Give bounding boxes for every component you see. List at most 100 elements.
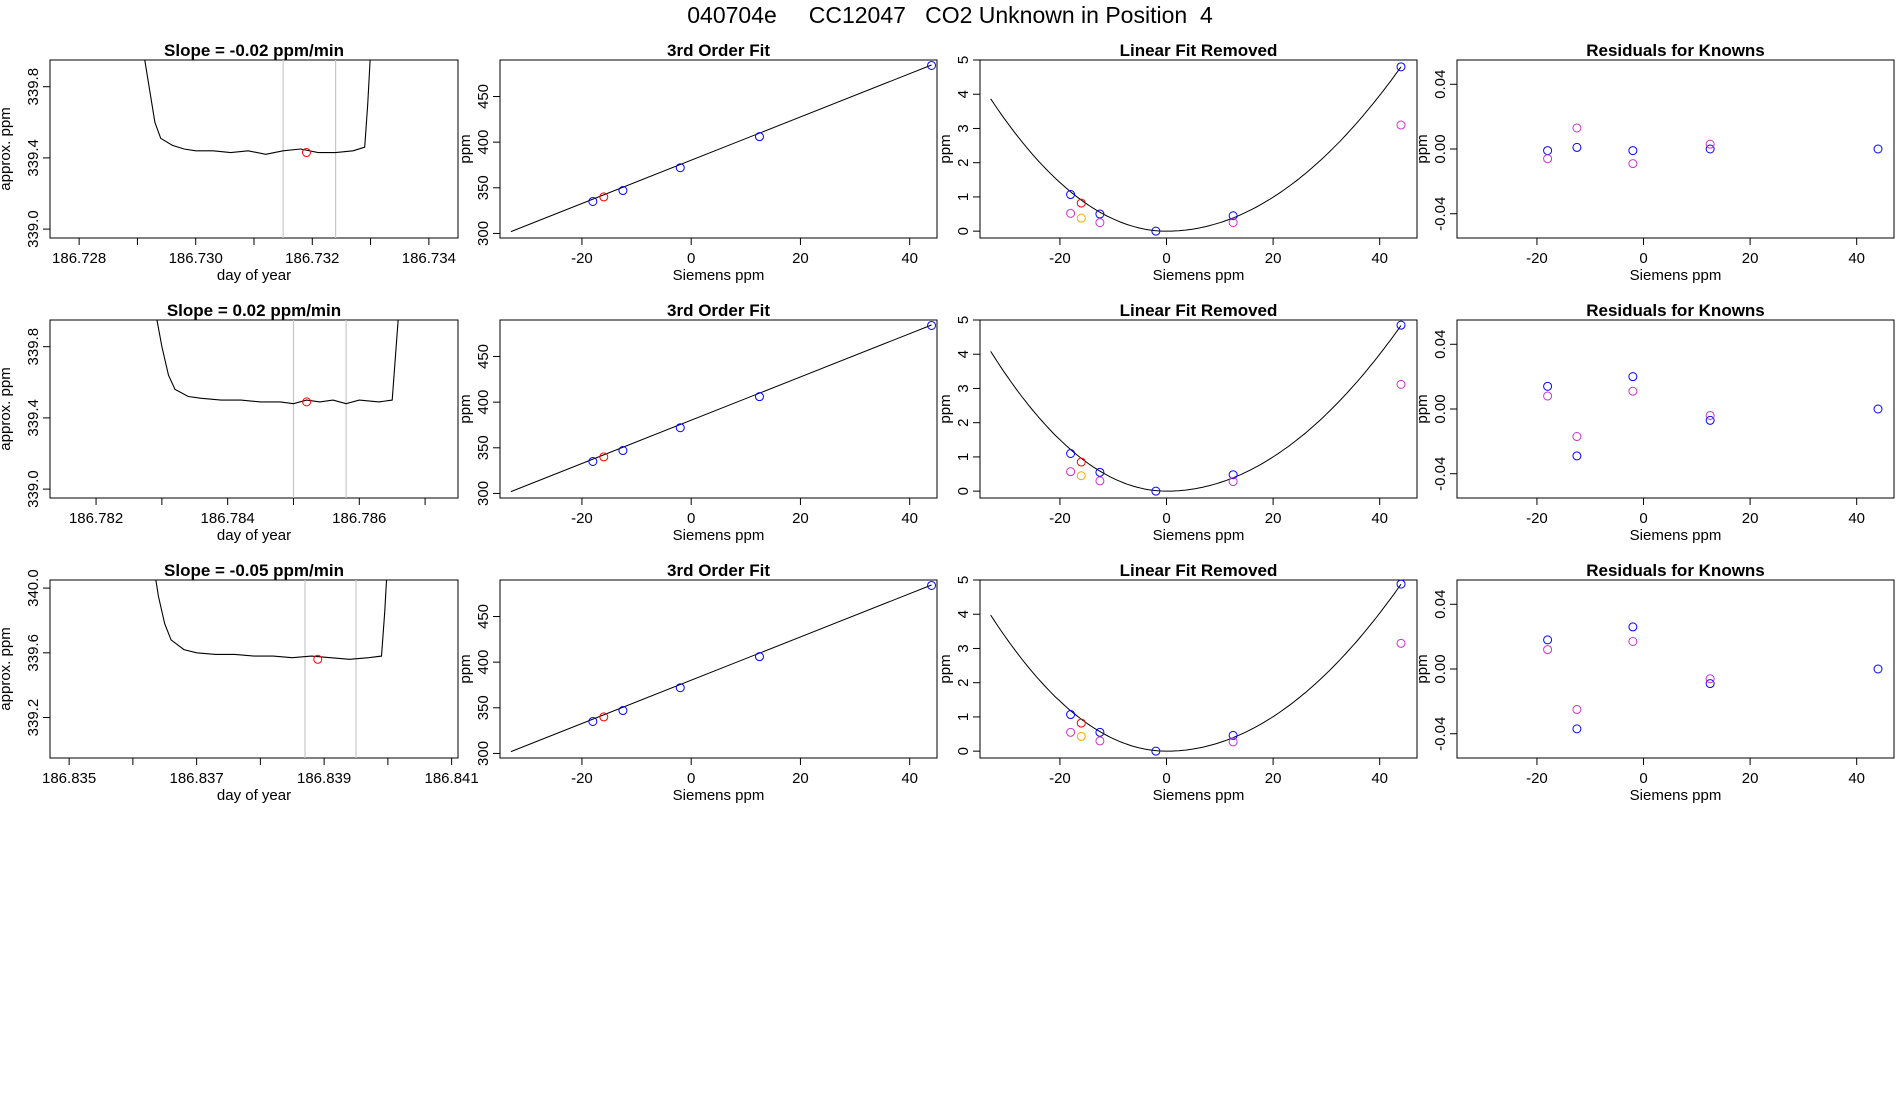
x-tick-label: 40 — [1848, 510, 1865, 527]
x-tick-label: -20 — [1049, 770, 1071, 787]
x-tick-label: -20 — [571, 250, 593, 267]
x-tick-label: 20 — [792, 770, 809, 787]
fit-curve — [990, 66, 1402, 232]
x-tick-label: 20 — [792, 510, 809, 527]
data-point — [1396, 120, 1406, 130]
y-tick-label: 4 — [955, 610, 972, 618]
data-point — [1572, 123, 1582, 133]
x-tick-label: 40 — [1848, 770, 1865, 787]
y-tick-label: 0.04 — [1432, 590, 1449, 619]
x-tick-label: 0 — [1639, 770, 1647, 787]
data-point — [1873, 664, 1883, 674]
y-tick-label: 2 — [955, 679, 972, 687]
plot-frame — [49, 59, 459, 239]
x-tick-label: 0 — [687, 770, 695, 787]
y-tick-label: 300 — [475, 741, 492, 766]
data-point — [1628, 146, 1638, 156]
plot-data — [510, 584, 932, 753]
fit-curve — [990, 325, 1402, 492]
data-point — [1543, 635, 1553, 645]
y-axis-label: ppm — [457, 654, 474, 683]
x-axis-label: Siemens ppm — [1153, 267, 1245, 284]
x-tick-label: 40 — [901, 250, 918, 267]
y-axis-label: ppm — [457, 394, 474, 423]
data-point — [1543, 381, 1553, 391]
y-tick-label: 0.04 — [1432, 70, 1449, 99]
y-tick-label: 339.6 — [25, 634, 42, 672]
data-point — [1095, 736, 1105, 746]
panel-r1-c2: Linear Fit Removed -20 0 20 40 0 1 2 3 4 5 Siemens … — [937, 301, 1418, 544]
panel-r0-c2: Linear Fit Removed -20 0 20 40 0 1 2 3 4 5 Siemens … — [937, 41, 1418, 284]
x-tick-label: 186.732 — [285, 250, 339, 267]
chart-title: Residuals for Knowns — [1586, 301, 1765, 320]
y-tick-label: 3 — [955, 124, 972, 132]
data-point — [588, 456, 598, 466]
fit-line — [510, 324, 932, 493]
x-tick-label: 186.835 — [42, 770, 96, 787]
data-point — [1228, 211, 1238, 221]
y-tick-label: 3 — [955, 644, 972, 652]
data-point — [1076, 718, 1086, 728]
x-tick-label: -20 — [1049, 250, 1071, 267]
data-point — [1095, 218, 1105, 228]
data-point — [588, 196, 598, 206]
panel-r2-c3: Residuals for Knowns -20 0 20 40 -0.04 0.00 0.0… — [1414, 561, 1895, 804]
x-tick-label: 20 — [1265, 250, 1282, 267]
data-point — [1543, 391, 1553, 401]
x-tick-label: 40 — [1371, 770, 1388, 787]
x-axis-label: Siemens ppm — [1153, 787, 1245, 804]
plot-frame — [499, 59, 938, 239]
plot-data — [510, 324, 932, 493]
x-axis-label: day of year — [217, 787, 291, 804]
chart-title: Residuals for Knowns — [1586, 41, 1765, 60]
y-tick-label: 350 — [475, 435, 492, 460]
data-point — [754, 392, 764, 402]
data-point — [1705, 139, 1715, 149]
y-tick-label: 300 — [475, 481, 492, 506]
y-tick-label: 340.0 — [25, 569, 42, 607]
data-point — [927, 60, 937, 70]
y-tick-label: 450 — [475, 604, 492, 629]
x-axis-label: Siemens ppm — [1630, 787, 1722, 804]
panel-r2-c0: Slope = -0.05 ppm/min 186.835 186.837 186.8… — [0, 561, 479, 804]
x-tick-label: 186.782 — [69, 510, 123, 527]
plot-frame — [979, 319, 1418, 499]
data-point — [1228, 470, 1238, 480]
data-point — [1076, 471, 1086, 481]
y-tick-label: 2 — [955, 419, 972, 427]
y-tick-label: 5 — [955, 316, 972, 324]
y-axis-label: ppm — [1414, 394, 1431, 423]
y-axis-label: ppm — [457, 134, 474, 163]
data-point — [1628, 386, 1638, 396]
fit-line — [510, 584, 932, 753]
y-tick-label: 2 — [955, 159, 972, 167]
data-point — [588, 716, 598, 726]
data-point — [1151, 746, 1161, 756]
series-line — [144, 60, 371, 155]
y-axis-label: approx. ppm — [0, 107, 14, 190]
x-axis-label: Siemens ppm — [673, 267, 765, 284]
y-tick-label: 5 — [955, 576, 972, 584]
y-tick-label: 339.4 — [25, 399, 42, 437]
y-axis-label: ppm — [937, 654, 954, 683]
data-point — [1572, 724, 1582, 734]
x-tick-label: 186.841 — [425, 770, 479, 787]
data-point — [1873, 404, 1883, 414]
data-point — [1076, 457, 1086, 467]
x-axis-label: Siemens ppm — [1630, 527, 1722, 544]
y-tick-label: 3 — [955, 384, 972, 392]
panel-r1-c1: 3rd Order Fit -20 0 20 40 300 350 400 450 Siemens… — [457, 301, 938, 544]
y-axis-label: ppm — [1414, 654, 1431, 683]
y-axis-label: ppm — [1414, 134, 1431, 163]
y-tick-label: 339.8 — [25, 68, 42, 106]
x-tick-label: 186.734 — [402, 250, 456, 267]
y-tick-label: 0.04 — [1432, 330, 1449, 359]
y-tick-label: 400 — [475, 390, 492, 415]
x-tick-label: 0 — [687, 510, 695, 527]
data-point — [1396, 579, 1406, 589]
x-tick-label: 40 — [1848, 250, 1865, 267]
chart-title: 3rd Order Fit — [667, 301, 770, 320]
plot-frame — [49, 579, 459, 759]
data-point — [1151, 486, 1161, 496]
